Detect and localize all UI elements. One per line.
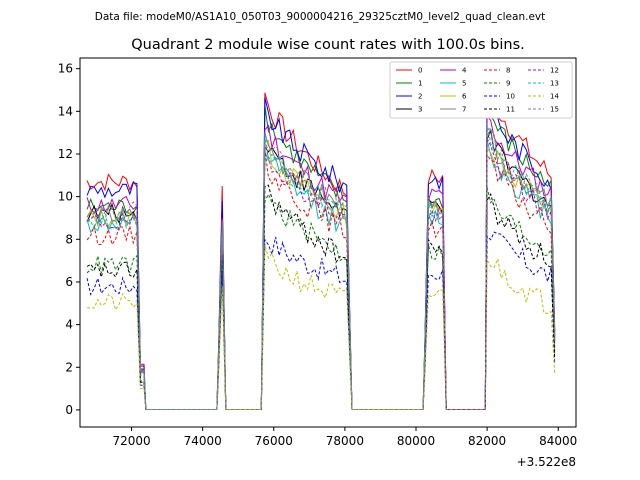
legend-label-4: 4 bbox=[462, 67, 467, 75]
legend-box bbox=[389, 61, 573, 119]
x-tick-label: 76000 bbox=[255, 434, 293, 448]
y-tick-label: 6 bbox=[65, 275, 73, 289]
y-tick-label: 16 bbox=[58, 62, 73, 76]
x-tick-label: 80000 bbox=[397, 434, 435, 448]
legend-label-9: 9 bbox=[506, 80, 510, 88]
series-layer bbox=[86, 82, 556, 410]
y-tick-label: 10 bbox=[58, 190, 73, 204]
legend-label-15: 15 bbox=[550, 106, 559, 114]
y-axis: 0 2 4 6 8 10 12 14 16 bbox=[58, 62, 80, 417]
y-tick-label: 0 bbox=[65, 403, 73, 417]
legend-label-7: 7 bbox=[462, 106, 466, 114]
x-axis: 72000 74000 76000 78000 80000 82000 84000 bbox=[112, 427, 577, 448]
x-tick-label: 84000 bbox=[539, 434, 577, 448]
legend-label-13: 13 bbox=[550, 80, 559, 88]
y-tick-label: 2 bbox=[65, 360, 73, 374]
x-offset-label: +3.522e8 bbox=[517, 455, 576, 469]
legend-label-10: 10 bbox=[506, 93, 515, 101]
legend-label-6: 6 bbox=[462, 93, 467, 101]
x-tick-label: 82000 bbox=[468, 434, 506, 448]
legend-label-0: 0 bbox=[418, 67, 422, 75]
x-tick-label: 72000 bbox=[112, 434, 150, 448]
y-tick-label: 4 bbox=[65, 318, 73, 332]
chart-suptitle: Data file: modeM0/AS1A10_050T03_90000042… bbox=[95, 11, 546, 23]
legend-label-1: 1 bbox=[418, 80, 422, 88]
series-line-15 bbox=[86, 127, 556, 410]
y-tick-label: 8 bbox=[65, 232, 73, 246]
chart-title: Quadrant 2 module wise count rates with … bbox=[131, 37, 525, 53]
legend-label-2: 2 bbox=[418, 93, 422, 101]
x-tick-label: 74000 bbox=[184, 434, 222, 448]
y-tick-label: 14 bbox=[58, 104, 73, 118]
legend-label-11: 11 bbox=[506, 106, 515, 114]
axes-frame bbox=[79, 57, 577, 428]
legend-label-8: 8 bbox=[506, 67, 510, 75]
legend-label-3: 3 bbox=[418, 106, 422, 114]
y-tick-label: 12 bbox=[58, 147, 73, 161]
x-tick-label: 78000 bbox=[326, 434, 364, 448]
legend-label-5: 5 bbox=[462, 80, 466, 88]
legend-label-12: 12 bbox=[550, 67, 559, 75]
legend-label-14: 14 bbox=[550, 93, 559, 101]
